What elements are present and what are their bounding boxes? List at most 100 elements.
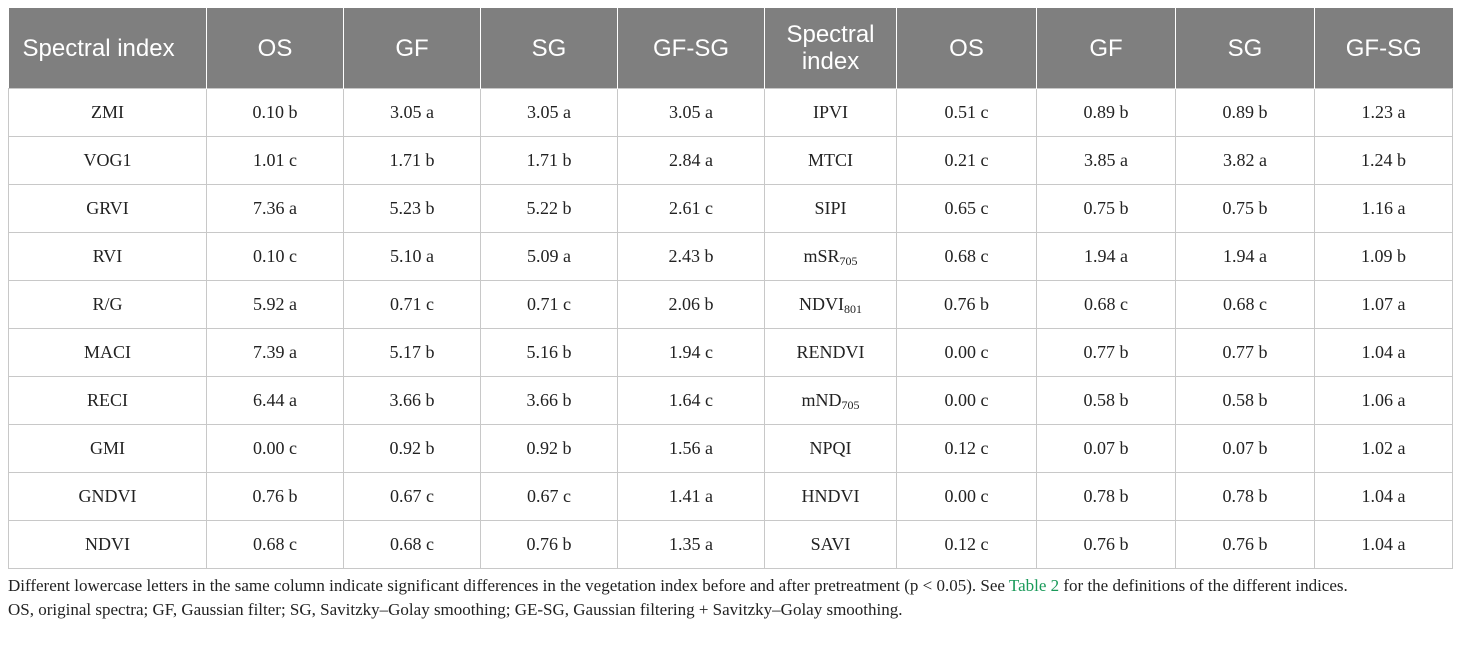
index-subscript: 801 bbox=[844, 302, 862, 316]
index-name: R/G bbox=[92, 294, 123, 314]
table-row: R/G 5.92 a 0.71 c 0.71 c 2.06 b NDVI801 0.76 b… bbox=[8, 280, 1453, 329]
index-name-cell: MTCI bbox=[764, 136, 897, 185]
index-name-cell: NDVI bbox=[8, 520, 207, 569]
value-cell: 1.02 a bbox=[1314, 424, 1453, 473]
value-cell: 0.78 b bbox=[1036, 472, 1176, 521]
value-cell: 0.00 c bbox=[896, 328, 1037, 377]
value-cell: 0.75 b bbox=[1036, 184, 1176, 233]
index-subscript: 705 bbox=[839, 254, 858, 268]
value-cell: 0.68 c bbox=[206, 520, 344, 569]
value-cell: 1.07 a bbox=[1314, 280, 1453, 329]
index-name: GRVI bbox=[86, 198, 129, 218]
value-cell: 1.94 a bbox=[1175, 232, 1315, 281]
table-footnotes: Different lowercase letters in the same … bbox=[8, 575, 1452, 621]
index-name: ZMI bbox=[91, 102, 124, 122]
value-cell: 5.16 b bbox=[480, 328, 618, 377]
value-cell: 0.92 b bbox=[480, 424, 618, 473]
value-cell: 1.41 a bbox=[617, 472, 765, 521]
value-cell: 0.00 c bbox=[206, 424, 344, 473]
value-cell: 0.76 b bbox=[480, 520, 618, 569]
value-cell: 0.10 c bbox=[206, 232, 344, 281]
index-name-cell: GMI bbox=[8, 424, 207, 473]
index-name: MACI bbox=[83, 342, 131, 362]
value-cell: 5.92 a bbox=[206, 280, 344, 329]
value-cell: 0.89 b bbox=[1036, 88, 1176, 137]
value-cell: 1.16 a bbox=[1314, 184, 1453, 233]
value-cell: 0.77 b bbox=[1036, 328, 1176, 377]
value-cell: 0.07 b bbox=[1175, 424, 1315, 473]
value-cell: 0.89 b bbox=[1175, 88, 1315, 137]
value-cell: 1.04 a bbox=[1314, 520, 1453, 569]
value-cell: 5.22 b bbox=[480, 184, 618, 233]
value-cell: 1.94 a bbox=[1036, 232, 1176, 281]
index-name: RENDVI bbox=[796, 342, 865, 362]
value-cell: 0.10 b bbox=[206, 88, 344, 137]
value-cell: 3.05 a bbox=[480, 88, 618, 137]
table-row: VOG1 1.01 c 1.71 b 1.71 b 2.84 a MTCI 0.21 c 3.… bbox=[8, 136, 1453, 185]
value-cell: 0.51 c bbox=[896, 88, 1037, 137]
index-name-cell: IPVI bbox=[764, 88, 897, 137]
value-cell: 1.71 b bbox=[343, 136, 481, 185]
value-cell: 0.12 c bbox=[896, 424, 1037, 473]
index-name: HNDVI bbox=[801, 486, 860, 506]
header-cell: GF-SG bbox=[1314, 8, 1453, 89]
value-cell: 5.17 b bbox=[343, 328, 481, 377]
value-cell: 1.35 a bbox=[617, 520, 765, 569]
index-name-cell: mND705 bbox=[764, 376, 897, 425]
value-cell: 0.68 c bbox=[343, 520, 481, 569]
value-cell: 5.09 a bbox=[480, 232, 618, 281]
value-cell: 0.76 b bbox=[1036, 520, 1176, 569]
header-cell: OS bbox=[896, 8, 1037, 89]
index-name-cell: NDVI801 bbox=[764, 280, 897, 329]
index-name: MTCI bbox=[808, 150, 853, 170]
index-subscript: 705 bbox=[841, 398, 860, 412]
index-name: VOG1 bbox=[83, 150, 132, 170]
value-cell: 0.77 b bbox=[1175, 328, 1315, 377]
index-name: mSR bbox=[803, 246, 840, 266]
value-cell: 7.39 a bbox=[206, 328, 344, 377]
table-row: NDVI 0.68 c 0.68 c 0.76 b 1.35 a SAVI 0.12 c 0.… bbox=[8, 520, 1453, 569]
footnote-abbreviations: OS, original spectra; GF, Gaussian filte… bbox=[8, 600, 903, 619]
index-name: RECI bbox=[86, 390, 128, 410]
value-cell: 1.09 b bbox=[1314, 232, 1453, 281]
value-cell: 1.04 a bbox=[1314, 328, 1453, 377]
value-cell: 0.68 c bbox=[1175, 280, 1315, 329]
value-cell: 2.43 b bbox=[617, 232, 765, 281]
header-cell: Spectral index bbox=[764, 8, 897, 89]
index-name-cell: RENDVI bbox=[764, 328, 897, 377]
value-cell: 3.82 a bbox=[1175, 136, 1315, 185]
value-cell: 0.92 b bbox=[343, 424, 481, 473]
index-name: GMI bbox=[90, 438, 125, 458]
value-cell: 7.36 a bbox=[206, 184, 344, 233]
index-name-cell: mSR705 bbox=[764, 232, 897, 281]
value-cell: 0.68 c bbox=[896, 232, 1037, 281]
table-row: GMI 0.00 c 0.92 b 0.92 b 1.56 a NPQI 0.12 c 0.0… bbox=[8, 424, 1453, 473]
value-cell: 0.78 b bbox=[1175, 472, 1315, 521]
index-name: NDVI bbox=[799, 294, 844, 314]
footnote-significance: Different lowercase letters in the same … bbox=[8, 575, 1452, 597]
value-cell: 2.84 a bbox=[617, 136, 765, 185]
index-name: GNDVI bbox=[78, 486, 137, 506]
header-row: Spectral index OS GF SG GF-SG Spectral i… bbox=[8, 8, 1453, 89]
value-cell: 2.61 c bbox=[617, 184, 765, 233]
value-cell: 0.68 c bbox=[1036, 280, 1176, 329]
index-name: SIPI bbox=[814, 198, 847, 218]
header-cell: OS bbox=[206, 8, 344, 89]
header-cell: GF bbox=[1036, 8, 1176, 89]
table-2-link[interactable]: Table 2 bbox=[1008, 576, 1060, 595]
index-name-cell: R/G bbox=[8, 280, 207, 329]
value-cell: 0.12 c bbox=[896, 520, 1037, 569]
value-cell: 1.06 a bbox=[1314, 376, 1453, 425]
header-cell: GF bbox=[343, 8, 481, 89]
value-cell: 2.06 b bbox=[617, 280, 765, 329]
value-cell: 1.56 a bbox=[617, 424, 765, 473]
table-row: ZMI 0.10 b 3.05 a 3.05 a 3.05 a IPVI 0.51 c 0.8… bbox=[8, 88, 1453, 137]
table-container: Spectral index OS GF SG GF-SG Spectral i… bbox=[8, 8, 1453, 621]
index-name: SAVI bbox=[810, 534, 851, 554]
value-cell: 0.71 c bbox=[343, 280, 481, 329]
value-cell: 0.67 c bbox=[480, 472, 618, 521]
value-cell: 1.64 c bbox=[617, 376, 765, 425]
header-cell: GF-SG bbox=[617, 8, 765, 89]
value-cell: 0.76 b bbox=[206, 472, 344, 521]
